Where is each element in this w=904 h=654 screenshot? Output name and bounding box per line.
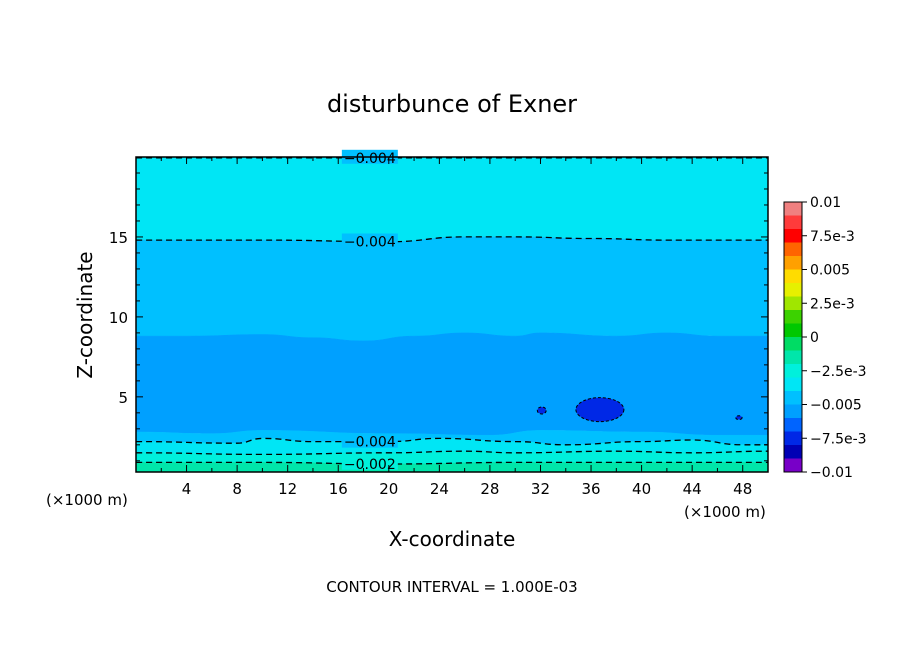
colorbar-band-8 [784, 310, 802, 324]
colorbar-band-14 [784, 391, 802, 405]
colorbar-label-8: −0.01 [810, 465, 853, 481]
colorbar-label-5: −2.5e-3 [810, 364, 867, 380]
contour-region-0 [136, 157, 768, 242]
contour-fill-layer [136, 157, 768, 472]
y-axis-label: Z-coordinate [73, 251, 97, 378]
y-tick-label-1: 10 [109, 309, 128, 327]
colorbar-band-7 [784, 296, 802, 310]
x-tick-label-8: 36 [581, 480, 600, 498]
x-tick-label-6: 28 [480, 480, 499, 498]
closed-contour-2 [735, 415, 743, 421]
contour-region-6 [136, 462, 768, 472]
colorbar-label-2: 0.005 [810, 263, 850, 279]
colorbar-band-1 [784, 215, 802, 229]
colorbar-frame [783, 201, 803, 473]
y-tick-label-0: 5 [118, 389, 128, 407]
x-tick-label-1: 8 [232, 480, 242, 498]
colorbar-band-17 [784, 431, 802, 445]
contour-label-2: −0.004 [344, 435, 396, 451]
contour-label-bg-4 [341, 455, 398, 470]
colorbar-band-5 [784, 269, 802, 283]
y-tick-label-2: 15 [109, 229, 128, 247]
x-tick-label-5: 24 [430, 480, 449, 498]
colorbar-label-1: 7.5e-3 [810, 229, 855, 245]
colorbar-band-16 [784, 418, 802, 432]
x-unit-left: (×1000 m) [46, 491, 128, 509]
x-tick-label-10: 44 [683, 480, 702, 498]
contour-line-2 [136, 437, 768, 446]
x-unit-right: (×1000 m) [684, 503, 766, 521]
contour-line-3 [136, 450, 768, 456]
colorbar-band-11 [784, 350, 802, 364]
contour-interval-note: CONTOUR INTERVAL = 1.000E-03 [326, 578, 577, 596]
contour-region-2 [136, 332, 768, 436]
colorbar-band-6 [784, 283, 802, 297]
colorbar-label-7: −7.5e-3 [810, 431, 867, 447]
x-tick-label-0: 4 [182, 480, 192, 498]
colorbar-band-2 [784, 229, 802, 243]
contour-line-4 [136, 461, 768, 465]
x-tick-label-4: 20 [379, 480, 398, 498]
colorbar-label-6: −0.005 [810, 398, 862, 414]
colorbar-band-19 [784, 458, 802, 472]
colorbar-label-0: 0.01 [810, 195, 841, 211]
x-tick-label-3: 16 [329, 480, 348, 498]
plot-frame [135, 156, 769, 473]
contour-label-0: −0.004 [344, 151, 396, 167]
x-tick-label-9: 40 [632, 480, 651, 498]
x-axis-label: X-coordinate [389, 527, 516, 551]
colorbar: 0.01 7.5e-3 0.005 2.5e-3 0 −2.5e-3 −0.005 −7.5e… [784, 195, 867, 481]
closed-contour-1 [536, 406, 547, 415]
contour-lines-layer [136, 157, 768, 465]
x-axis-ticks: 4 8 12 16 20 24 28 32 36 40 44 48 [160, 157, 752, 498]
colorbar-band-0 [784, 202, 802, 216]
colorbar-band-4 [784, 256, 802, 270]
x-tick-label-2: 12 [278, 480, 297, 498]
x-tick-label-7: 32 [531, 480, 550, 498]
contour-label-bg-2 [341, 433, 398, 448]
contour-label-1: −0.004 [344, 235, 396, 251]
colorbar-band-15 [784, 404, 802, 418]
colorbar-label-4: 0 [810, 330, 819, 346]
contour-region-1 [136, 236, 768, 342]
contour-line-1 [136, 236, 768, 243]
chart-title: disturbunce of Exner [327, 90, 577, 118]
contour-label-bg-1 [341, 233, 398, 248]
colorbar-band-13 [784, 377, 802, 391]
colorbar-band-12 [784, 364, 802, 378]
closed-contour-0 [575, 397, 625, 423]
contour-label-4: −0.002 [344, 457, 396, 473]
colorbar-band-10 [784, 337, 802, 351]
colorbar-label-3: 2.5e-3 [810, 296, 855, 312]
y-axis-ticks: 5 10 15 [109, 172, 768, 462]
colorbar-band-9 [784, 323, 802, 337]
colorbar-band-18 [784, 445, 802, 459]
colorbar-band-3 [784, 242, 802, 256]
x-tick-label-11: 48 [733, 480, 752, 498]
